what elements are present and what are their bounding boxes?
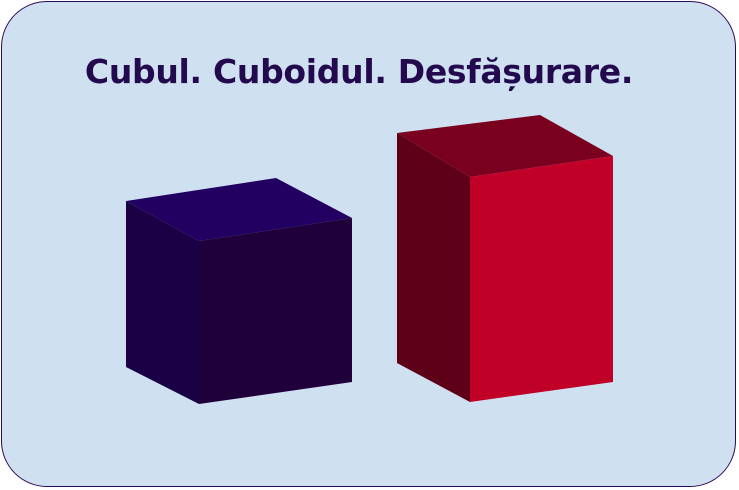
cube-left-face [126,201,199,404]
cube-front-face [199,218,352,404]
cube-shape [126,178,352,404]
cube-top-face [126,178,352,241]
cuboid-shape [397,115,613,402]
cuboid-top-face [397,115,613,177]
slide-title: Cubul. Cuboidul. Desfășurare. [84,52,634,91]
cuboid-left-face [397,133,470,402]
cuboid-front-face [470,156,613,402]
